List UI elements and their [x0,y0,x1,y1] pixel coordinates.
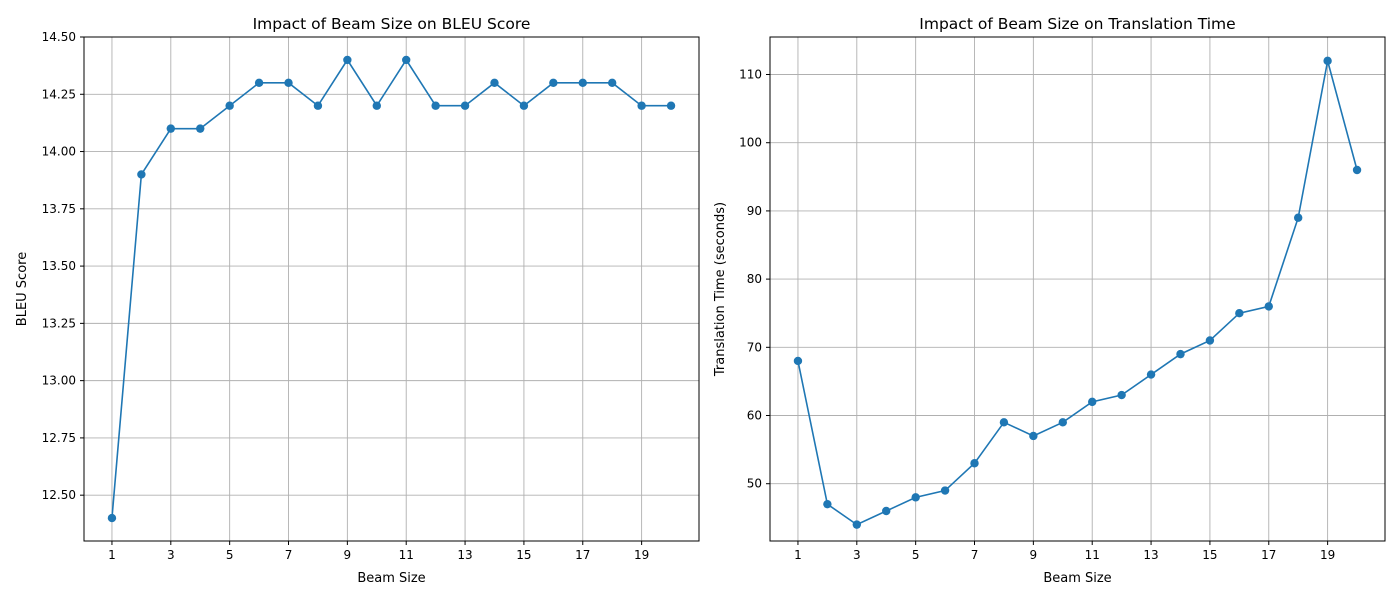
x-tick-label: 9 [344,548,352,562]
plot-frame [83,36,700,542]
x-tick-label: 9 [1030,548,1038,562]
data-point [578,78,587,88]
data-point [137,170,146,179]
data-point [1264,302,1273,311]
data-point [519,101,529,110]
data-point [313,101,323,110]
y-tick-label: 14.25 [42,87,76,101]
data-point [166,124,176,133]
y-tick-label: 90 [747,204,762,218]
data-point [852,520,862,529]
y-tick-label: 13.50 [42,259,76,273]
x-tick-label: 3 [167,548,175,562]
x-tick-label: 1 [794,548,802,562]
x-tick-label: 7 [285,548,293,562]
data-point [823,499,832,509]
data-point [549,78,558,88]
data-point [1176,349,1185,359]
data-point [107,513,117,523]
x-tick-label: 11 [399,548,414,562]
data-point [490,78,499,88]
data-point [940,486,950,495]
x-tick-label: 19 [634,548,649,562]
data-point [431,101,440,110]
data-point [793,356,803,366]
x-tick-label: 17 [575,548,590,562]
x-tick-label: 11 [1085,548,1100,562]
data-point [911,493,920,502]
data-point [882,506,891,516]
series-line [111,58,672,519]
chart-bleu-score: 1 3 5 7 9 11 13 15 17 1912.5012.7513.0013.2513.50… [15,15,700,586]
series-line [797,60,1358,526]
data-point [1205,336,1215,345]
x-tick-label: 7 [971,548,979,562]
data-point [1146,370,1156,379]
data-point [1058,418,1067,427]
data-point [402,55,411,65]
y-tick-label: 13.75 [42,202,76,216]
x-tick-label: 1 [108,548,116,562]
data-point [284,78,293,88]
y-tick-label: 12.50 [42,488,76,502]
y-tick-label: 13.25 [42,316,76,330]
x-tick-label: 15 [1202,548,1217,562]
y-tick-label: 80 [747,272,762,286]
y-tick-label: 14.50 [42,30,76,44]
data-point [1117,390,1126,400]
data-point [225,101,234,110]
data-point [666,101,676,110]
y-tick-label: 50 [747,477,762,491]
x-tick-label: 13 [457,548,472,562]
data-point [343,55,352,65]
x-tick-label: 5 [912,548,920,562]
x-tick-label: 17 [1261,548,1276,562]
x-tick-label: 13 [1143,548,1158,562]
x-tick-label: 19 [1320,548,1335,562]
data-point [1293,213,1303,222]
x-tick-label: 15 [516,548,531,562]
data-point [607,78,617,88]
x-axis-label: Beam Size [1043,571,1111,586]
plot-frame [769,36,1386,542]
data-point [1323,56,1332,66]
data-point [254,78,264,88]
x-tick-label: 5 [226,548,234,562]
chart-title: Impact of Beam Size on BLEU Score [253,15,531,33]
data-point [1352,165,1362,175]
y-tick-label: 100 [739,136,762,150]
data-point [460,101,470,110]
data-point [637,101,646,110]
y-tick-label: 12.75 [42,431,76,445]
data-point [1088,397,1097,407]
x-tick-label: 3 [853,548,861,562]
y-tick-label: 14.00 [42,145,76,159]
chart-title: Impact of Beam Size on Translation Time [919,15,1235,33]
data-point [1029,431,1038,441]
data-point [372,101,381,110]
data-point [1235,309,1244,318]
x-axis-label: Beam Size [357,571,425,586]
y-tick-label: 110 [739,68,762,82]
y-tick-label: 60 [747,409,762,423]
y-axis-label: Translation Time (seconds) [713,202,728,377]
y-axis-label: BLEU Score [15,252,30,326]
data-point [196,124,205,133]
data-point [970,459,979,468]
y-tick-label: 13.00 [42,374,76,388]
data-point [999,418,1009,427]
y-tick-label: 70 [747,340,762,354]
